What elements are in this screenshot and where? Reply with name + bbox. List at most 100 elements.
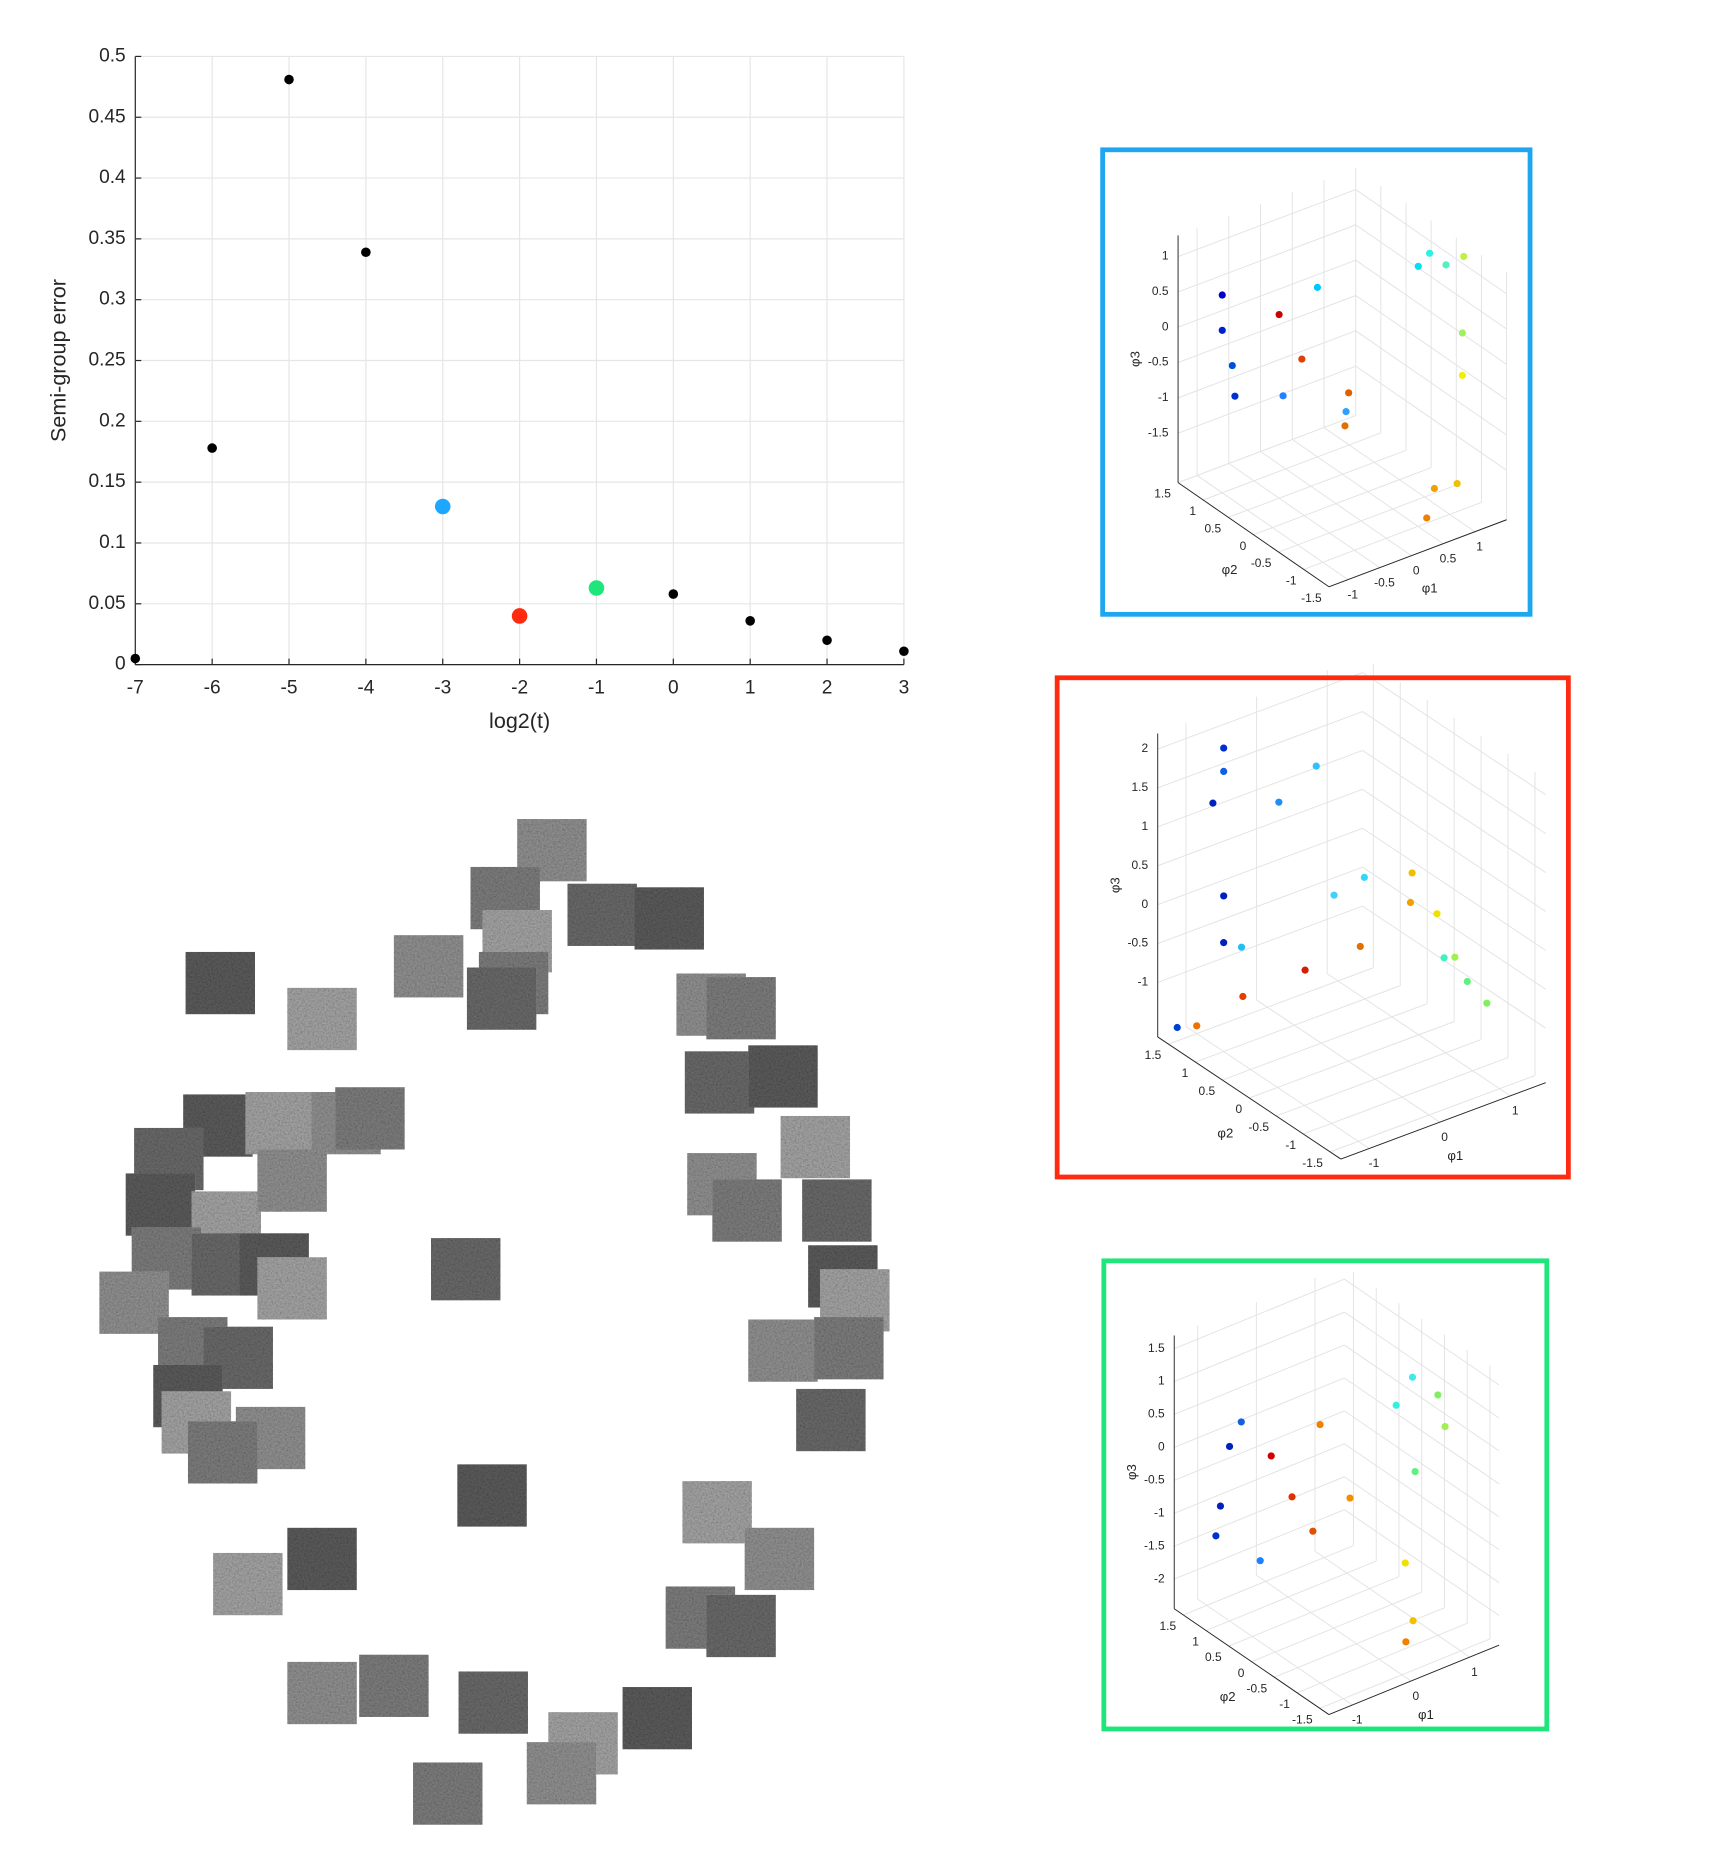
grid-line (1344, 1344, 1500, 1452)
y-tick-label: 0 (1238, 1666, 1245, 1680)
face-thumbnail (287, 1661, 357, 1725)
plot-frame (1101, 1258, 1550, 1732)
grid-line (1157, 866, 1363, 945)
x-tick-label: 1 (745, 678, 756, 699)
y-axis-label: φ2 (1222, 562, 1238, 577)
grid-line (1174, 1443, 1345, 1514)
grid-line (1344, 1410, 1500, 1518)
grid-line (1362, 905, 1546, 1029)
z-tick-label: -0.5 (1148, 355, 1169, 369)
data-point (588, 580, 605, 596)
grid-line (1362, 866, 1546, 990)
data-point (1330, 891, 1338, 899)
y-tick-label: 0.5 (1205, 1650, 1222, 1664)
grid-line (1296, 1622, 1468, 1694)
y-tick-label: 0.5 (1199, 1084, 1216, 1098)
grid-line (1174, 1509, 1345, 1580)
grid-line (1174, 1344, 1345, 1415)
face-thumbnail (802, 1179, 872, 1242)
x-axis-label: log2(t) (489, 708, 550, 733)
data-point (1301, 966, 1309, 974)
grid-line (1157, 711, 1363, 789)
grid-line (1177, 415, 1356, 484)
grid-line (1355, 189, 1507, 295)
face-thumbnail (634, 887, 704, 950)
grid-line (1355, 365, 1507, 471)
face-thumbnail (257, 1257, 327, 1320)
data-point (1430, 484, 1438, 493)
x-tick-label: -6 (204, 678, 221, 699)
data-point (1220, 767, 1228, 775)
data-point (511, 608, 528, 624)
data-point (1279, 392, 1287, 400)
data-point (1267, 1452, 1275, 1460)
y-tick-label: -0.5 (1248, 1120, 1269, 1134)
grid-line (1249, 1021, 1455, 1099)
grid-line (1205, 1560, 1377, 1631)
grid-line (1228, 449, 1407, 518)
face-thumbnail (359, 1654, 429, 1717)
y-axis (1177, 482, 1330, 588)
face-thumbnail (245, 1092, 315, 1155)
face-thumbnail (814, 1317, 884, 1380)
data-point (1440, 954, 1448, 962)
y-tick-label: 0.25 (88, 350, 125, 371)
data-point (1218, 291, 1226, 299)
y-tick-label: 0.3 (99, 289, 126, 310)
grid-line (1174, 1410, 1345, 1481)
data-point (1220, 892, 1228, 900)
x-tick-label: 0 (1412, 1689, 1419, 1703)
data-point (1453, 479, 1461, 488)
data-point (1220, 744, 1228, 752)
face-thumbnail (185, 951, 256, 1015)
data-point (1173, 1023, 1181, 1032)
data-point (1442, 261, 1450, 269)
grid-line (1355, 224, 1507, 330)
data-point (361, 247, 371, 258)
z-tick-label: 2 (1141, 741, 1148, 755)
grid-line (1157, 827, 1363, 906)
data-point (1414, 262, 1422, 270)
data-point (1451, 953, 1459, 961)
z-tick-label: 1.5 (1131, 780, 1148, 794)
x-tick-label: -2 (511, 678, 528, 699)
grid-line (1355, 295, 1507, 401)
x-tick-label: 1 (1512, 1104, 1519, 1118)
grid-line (1276, 1039, 1482, 1117)
data-point (1231, 392, 1239, 400)
y-tick-label: 1 (1182, 1066, 1189, 1080)
z-axis-label: φ3 (1128, 351, 1143, 367)
y-tick-label: 1.5 (1145, 1048, 1162, 1062)
grid-line (1183, 1545, 1354, 1616)
y-tick-label: -0.5 (1247, 1681, 1268, 1695)
plot-frame (1100, 147, 1533, 617)
face-thumbnail (431, 1238, 501, 1301)
data-point (1218, 326, 1226, 334)
grid-line (1274, 1607, 1445, 1678)
y-tick-label: 0 (1240, 539, 1247, 553)
data-point (1275, 310, 1283, 319)
data-point (668, 589, 679, 599)
data-point (1316, 1420, 1324, 1429)
data-point (207, 443, 217, 453)
grid-line (1228, 1576, 1400, 1647)
data-point (1408, 869, 1416, 877)
data-point (1423, 514, 1431, 522)
grid-line (1362, 750, 1546, 873)
face-thumbnail (744, 1527, 815, 1591)
z-axis-label: φ3 (1124, 1464, 1139, 1480)
z-tick-label: -1 (1158, 390, 1169, 404)
y-tick-label: 0 (1235, 1102, 1242, 1116)
face-thumbnail (706, 977, 776, 1040)
grid-line (1355, 330, 1507, 436)
face-thumbnail (413, 1762, 483, 1825)
grid-line (1177, 189, 1356, 258)
x-axis-label: φ1 (1422, 581, 1438, 596)
data-point (1426, 249, 1434, 257)
face-thumbnail (335, 1087, 405, 1150)
y-tick-label: -1.5 (1301, 591, 1322, 605)
y-tick-label: 0.5 (99, 45, 126, 66)
grid-line (1251, 1591, 1422, 1663)
y-tick-label: 1.5 (1154, 487, 1171, 501)
